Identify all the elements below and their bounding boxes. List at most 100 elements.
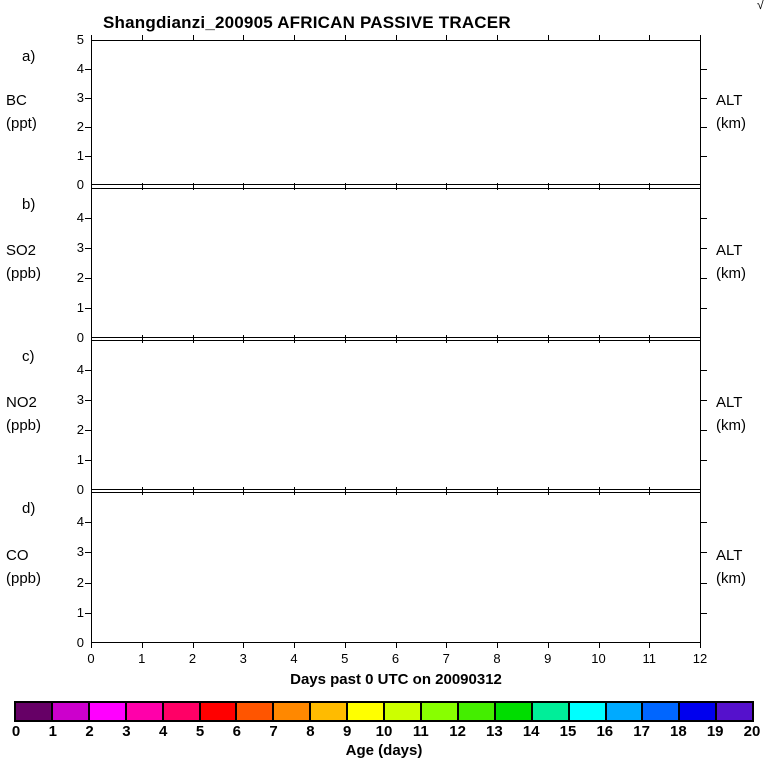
x-tick-mark xyxy=(649,338,651,343)
colorbar-segment xyxy=(87,703,125,720)
x-tick-mark xyxy=(446,490,448,495)
y-tick-mark xyxy=(701,522,707,524)
y-tick-mark xyxy=(85,248,91,249)
x-tick-label: 8 xyxy=(493,651,501,666)
colorbar-segment xyxy=(161,703,199,720)
colorbar-tick-label: 8 xyxy=(306,723,315,740)
x-tick-mark xyxy=(243,338,245,343)
x-tick-mark xyxy=(497,35,498,40)
x-tick-mark xyxy=(395,338,397,343)
x-tick-label: 5 xyxy=(341,651,349,666)
y-tick-mark xyxy=(85,430,91,431)
colorbar-tick-label: 17 xyxy=(633,723,650,740)
colorbar-tick-label: 2 xyxy=(85,723,94,740)
y-tick-label: 4 xyxy=(76,210,84,225)
y-tick-mark xyxy=(701,612,707,614)
x-tick-mark xyxy=(598,35,600,40)
y-tick-label: 0 xyxy=(76,177,84,192)
x-tick-mark xyxy=(700,487,701,492)
x-tick-mark xyxy=(649,487,651,492)
colorbar-segment xyxy=(530,703,568,720)
y-tick-label: 0 xyxy=(76,635,84,650)
x-tick-mark xyxy=(446,335,448,340)
x-tick-mark xyxy=(497,183,498,188)
y-tick-mark xyxy=(85,582,91,584)
x-tick-mark xyxy=(395,183,397,188)
x-tick-mark xyxy=(243,335,245,340)
x-tick-mark xyxy=(649,183,651,188)
colorbar-tick-label: 4 xyxy=(159,723,168,740)
x-tick-label: 3 xyxy=(239,651,247,666)
y-tick-mark xyxy=(85,460,91,461)
y-tick-mark xyxy=(701,430,707,431)
plot-area xyxy=(91,40,701,185)
colorbar-segment xyxy=(567,703,605,720)
x-tick-mark xyxy=(395,35,397,40)
y-tick-mark xyxy=(701,156,707,157)
x-tick-mark xyxy=(141,490,143,495)
x-tick-mark xyxy=(141,335,143,340)
x-tick-mark xyxy=(344,490,346,495)
x-tick-mark xyxy=(344,35,346,40)
x-tick-mark xyxy=(497,643,498,648)
colorbar-tick-label: 3 xyxy=(122,723,131,740)
x-tick-label: 11 xyxy=(642,651,657,666)
panel-tag: d) xyxy=(22,500,36,517)
x-tick-mark xyxy=(700,490,701,495)
x-tick-mark xyxy=(700,183,701,188)
colorbar-tick-label: 6 xyxy=(232,723,241,740)
y-tick-mark xyxy=(701,370,707,371)
x-tick-mark xyxy=(446,643,448,648)
x-tick-mark xyxy=(294,35,295,40)
y-tick-label: 0 xyxy=(76,330,84,345)
colorbar-tick-label: 18 xyxy=(670,723,687,740)
x-tick-mark xyxy=(598,487,600,492)
colorbar-tick-label: 9 xyxy=(343,723,352,740)
left-axis-unit-label: (ppt) xyxy=(6,114,37,132)
plot-title: Shangdianzi_200905 AFRICAN PASSIVE TRACE… xyxy=(103,13,511,32)
x-tick-mark xyxy=(446,35,448,40)
y-tick-mark xyxy=(85,69,91,70)
colorbar-segment xyxy=(383,703,420,720)
colorbar-tick-label: 11 xyxy=(412,723,429,740)
x-tick-mark xyxy=(243,487,245,492)
x-tick-mark xyxy=(192,35,194,40)
x-tick-mark xyxy=(700,338,701,343)
x-tick-mark xyxy=(700,643,701,648)
colorbar-segment xyxy=(124,703,162,720)
right-axis-label-unit: (km) xyxy=(716,265,746,282)
x-tick-label: 2 xyxy=(188,651,197,666)
x-tick-mark xyxy=(547,335,549,340)
y-tick-label: 5 xyxy=(76,32,84,47)
colorbar-segment xyxy=(419,703,457,720)
x-tick-mark xyxy=(598,335,600,340)
y-tick-mark xyxy=(701,127,707,128)
x-tick-mark xyxy=(294,643,295,648)
x-tick-mark xyxy=(700,335,701,340)
x-tick-mark xyxy=(192,335,194,340)
x-tick-mark xyxy=(649,643,651,648)
y-tick-mark xyxy=(85,98,91,99)
left-axis-unit-label: (ppb) xyxy=(6,417,42,434)
y-tick-mark xyxy=(701,460,707,461)
x-tick-mark xyxy=(446,338,448,343)
x-tick-mark xyxy=(344,183,346,188)
x-tick-mark xyxy=(141,643,143,648)
y-tick-mark xyxy=(85,400,91,401)
colorbar-segment xyxy=(198,703,236,720)
x-tick-label: 4 xyxy=(290,651,298,666)
colorbar-segment xyxy=(16,703,51,720)
y-tick-mark xyxy=(701,248,707,249)
corner-glyph: √ xyxy=(756,0,764,12)
x-tick-mark xyxy=(243,490,245,495)
x-tick-mark xyxy=(497,338,498,343)
x-tick-mark xyxy=(395,490,397,495)
colorbar-segment xyxy=(678,703,716,720)
y-tick-label: 3 xyxy=(76,240,84,255)
colorbar-title: Age (days) xyxy=(345,742,423,759)
x-tick-mark xyxy=(91,643,92,648)
colorbar-segment xyxy=(346,703,384,720)
y-tick-mark xyxy=(701,278,707,279)
y-tick-mark xyxy=(85,278,91,279)
colorbar-segment xyxy=(456,703,494,720)
